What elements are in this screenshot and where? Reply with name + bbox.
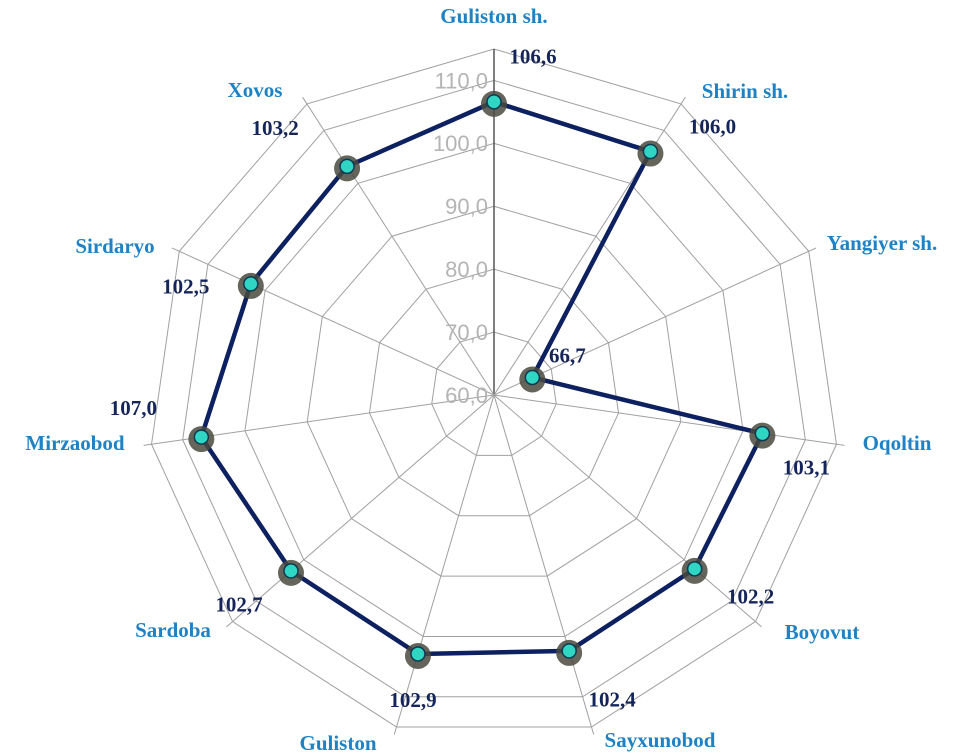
- spoke: [493, 394, 595, 735]
- grid-ring: [368, 268, 620, 517]
- marker: [193, 429, 210, 445]
- category-label: Oqoltin: [863, 431, 932, 455]
- marker: [642, 143, 659, 160]
- category-label: Guliston: [299, 731, 376, 755]
- category-label: Shirin sh.: [702, 79, 788, 103]
- value-label: 102,7: [215, 593, 262, 617]
- spoke: [493, 394, 845, 446]
- y-tick-label: 60,0: [445, 383, 488, 408]
- category-label: Sirdaryo: [75, 234, 154, 258]
- category-label: Sayxunobod: [605, 728, 716, 752]
- category-label: Boyovut: [785, 620, 860, 644]
- grid-ring: [182, 79, 806, 698]
- value-label: 102,2: [727, 585, 774, 609]
- grid-ring: [151, 48, 837, 728]
- category-label: Yangiyer sh.: [827, 231, 937, 255]
- grid-ring: [431, 331, 557, 456]
- spoke: [493, 96, 686, 396]
- category-label: Xovos: [228, 78, 283, 102]
- spoke: [302, 96, 495, 396]
- grid-ring: [306, 205, 682, 577]
- marker: [339, 158, 355, 175]
- marker: [410, 646, 426, 662]
- spoke: [226, 394, 495, 628]
- value-label: 102,5: [162, 275, 209, 299]
- series-line: [199, 99, 765, 657]
- y-tick-label: 90,0: [445, 194, 488, 219]
- marker: [754, 425, 771, 442]
- marker: [243, 276, 259, 292]
- value-label: 102,4: [589, 688, 637, 712]
- value-label: 106,6: [509, 45, 556, 69]
- marker: [561, 643, 577, 659]
- spoke: [493, 247, 817, 396]
- marker: [524, 369, 541, 386]
- value-label: 107,0: [110, 396, 157, 420]
- marker: [486, 94, 502, 110]
- value-label: 103,2: [251, 116, 298, 140]
- grid-ring: [244, 142, 744, 637]
- category-label: Guliston sh.: [440, 4, 547, 28]
- value-label: 106,0: [689, 114, 736, 138]
- marker: [283, 563, 299, 579]
- y-tick-label: 70,0: [445, 320, 488, 345]
- category-label: Sardoba: [135, 618, 211, 642]
- spoke: [493, 394, 762, 628]
- y-tick-label: 100,0: [433, 131, 488, 156]
- value-label: 103,1: [783, 455, 830, 479]
- category-label: Mirzaobod: [25, 431, 124, 455]
- marker: [686, 561, 703, 577]
- y-tick-label: 110,0: [435, 68, 488, 93]
- spoke: [171, 247, 495, 396]
- y-tick-label: 80,0: [445, 257, 488, 282]
- spoke: [393, 394, 495, 735]
- value-label: 66,7: [549, 343, 586, 367]
- value-label: 102,9: [389, 688, 436, 712]
